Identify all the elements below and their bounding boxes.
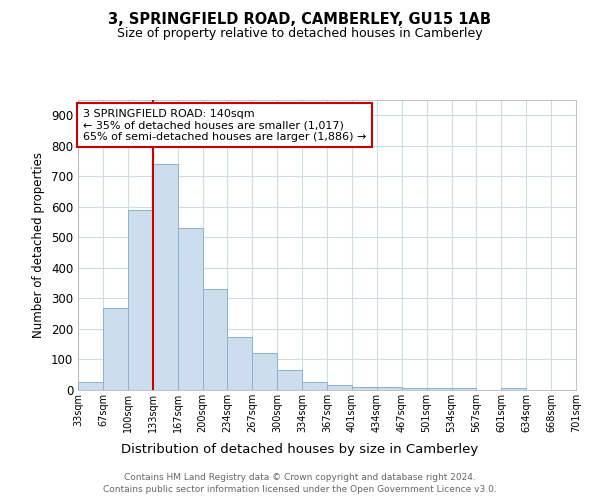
Text: Size of property relative to detached houses in Camberley: Size of property relative to detached ho… [117,28,483,40]
Bar [402,388,427,390]
Bar [178,228,203,390]
Text: Contains HM Land Registry data © Crown copyright and database right 2024.: Contains HM Land Registry data © Crown c… [124,472,476,482]
Bar [302,382,327,390]
Bar [452,388,476,390]
Bar [377,387,402,390]
Bar [203,290,227,390]
Text: Distribution of detached houses by size in Camberley: Distribution of detached houses by size … [121,442,479,456]
Bar [128,210,153,390]
Bar [78,382,103,390]
Bar [277,370,302,390]
Bar [152,164,178,390]
Bar [327,386,352,390]
Bar [227,336,253,390]
Text: Contains public sector information licensed under the Open Government Licence v3: Contains public sector information licen… [103,485,497,494]
Bar [502,388,526,390]
Bar [253,354,277,390]
Bar [427,388,452,390]
Text: 3, SPRINGFIELD ROAD, CAMBERLEY, GU15 1AB: 3, SPRINGFIELD ROAD, CAMBERLEY, GU15 1AB [109,12,491,28]
Bar [352,387,377,390]
Bar [103,308,128,390]
Y-axis label: Number of detached properties: Number of detached properties [32,152,46,338]
Text: 3 SPRINGFIELD ROAD: 140sqm
← 35% of detached houses are smaller (1,017)
65% of s: 3 SPRINGFIELD ROAD: 140sqm ← 35% of deta… [83,108,367,142]
